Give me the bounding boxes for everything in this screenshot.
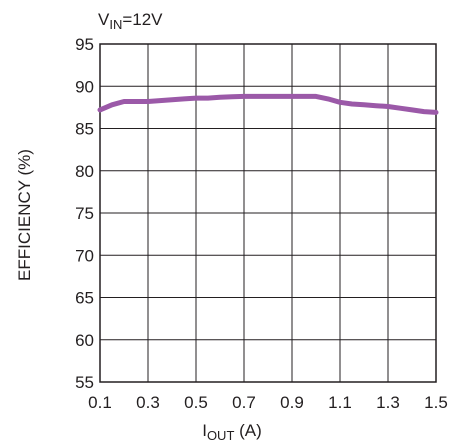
annotation-sub: IN <box>109 17 122 32</box>
x-tick-label: 1.5 <box>424 393 448 412</box>
x-axis-label-sub: OUT <box>207 428 235 441</box>
y-tick-label: 60 <box>75 331 94 350</box>
x-tick-label: 0.1 <box>88 393 112 412</box>
x-tick-label: 1.3 <box>376 393 400 412</box>
y-tick-label: 70 <box>75 246 94 265</box>
grid <box>100 44 436 382</box>
y-axis-label: EFFICIENCY (%) <box>15 149 34 281</box>
y-tick-label: 80 <box>75 162 94 181</box>
y-tick-label: 85 <box>75 120 94 139</box>
x-tick-label: 0.3 <box>136 393 160 412</box>
y-tick-label: 65 <box>75 289 94 308</box>
x-axis-label-main: I <box>202 421 207 440</box>
annotation-rest: =12V <box>122 10 163 29</box>
x-tick-label: 1.1 <box>328 393 352 412</box>
x-tick-label: 0.5 <box>184 393 208 412</box>
plot-frame <box>99 43 437 383</box>
annotation-vin: VIN=12V <box>98 10 163 32</box>
y-tick-label: 55 <box>75 373 94 392</box>
x-axis-label-rest: (A) <box>234 421 261 440</box>
x-tick-labels: 0.1 0.3 0.5 0.7 0.9 1.1 1.3 1.5 <box>88 393 448 412</box>
y-tick-label: 90 <box>75 77 94 96</box>
y-tick-labels: 95 90 85 80 75 70 65 60 55 <box>75 35 94 392</box>
efficiency-line <box>97 93 439 115</box>
x-tick-label: 0.7 <box>232 393 256 412</box>
annotation-main: V <box>98 10 110 29</box>
x-axis-label: IOUT (A) <box>202 421 262 441</box>
y-tick-label: 95 <box>75 35 94 54</box>
x-tick-label: 0.9 <box>280 393 304 412</box>
y-tick-label: 75 <box>75 204 94 223</box>
